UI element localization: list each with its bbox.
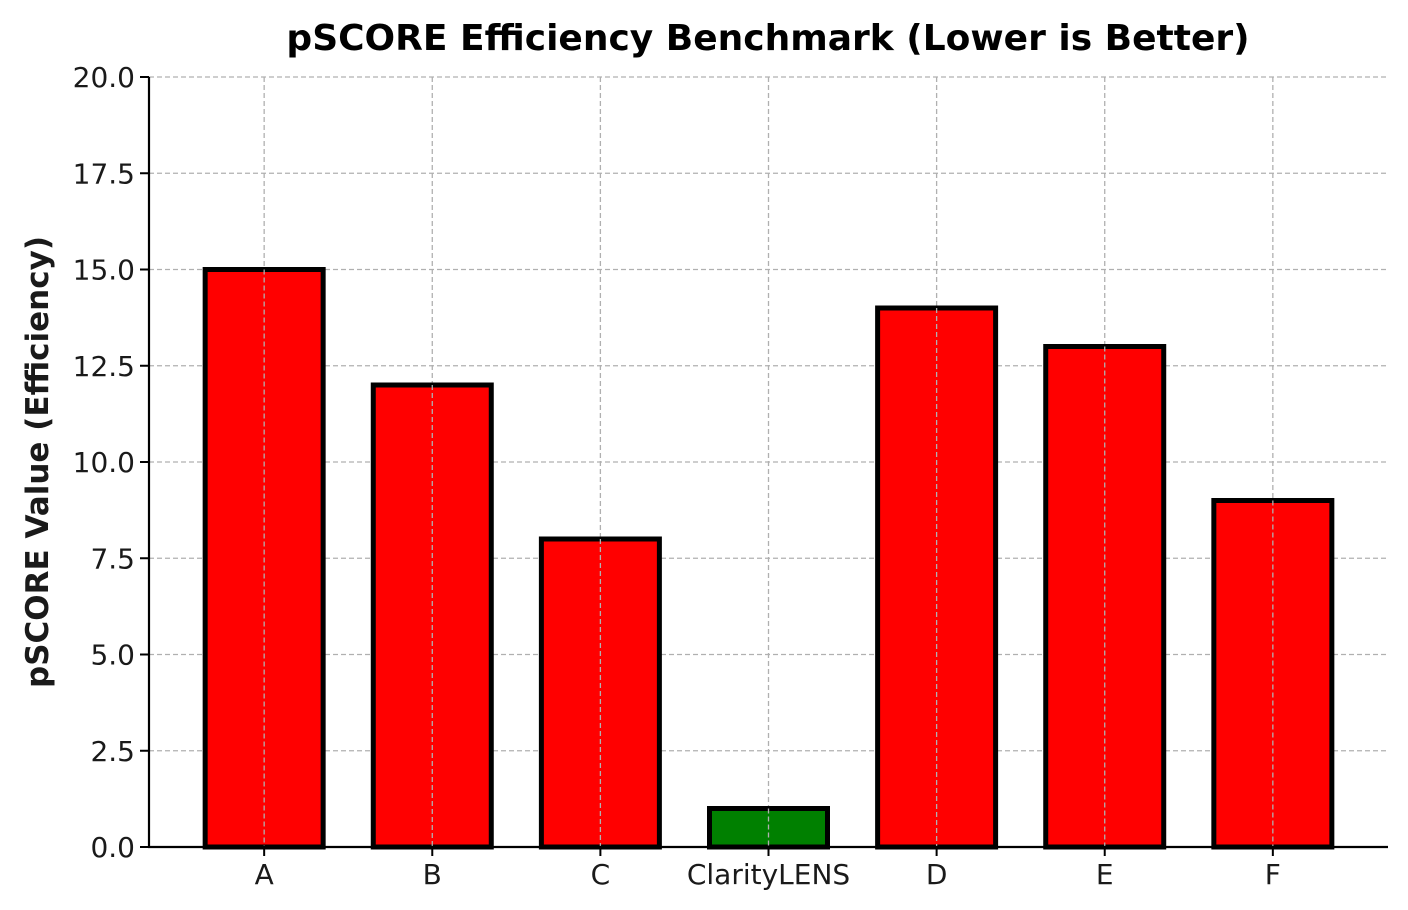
y-tick-label: 10.0 bbox=[73, 446, 135, 479]
y-tick-label: 5.0 bbox=[90, 639, 135, 672]
y-tick-label: 7.5 bbox=[90, 542, 135, 575]
grid-overlay bbox=[263, 269, 1274, 847]
chart-title: pSCORE Efficiency Benchmark (Lower is Be… bbox=[286, 18, 1249, 59]
y-tick-label: 0.0 bbox=[90, 831, 135, 864]
x-tick-label: E bbox=[1096, 858, 1114, 891]
x-tick-label: B bbox=[423, 858, 442, 891]
y-tick-label: 15.0 bbox=[73, 254, 135, 287]
y-ticks: 0.0 2.5 5.0 7.5 10.0 12.5 15.0 17.5 20.0 bbox=[73, 61, 149, 864]
x-tick-label: ClarityLENS bbox=[687, 858, 850, 891]
x-tick-label: D bbox=[926, 858, 948, 891]
x-tick-label: F bbox=[1265, 858, 1281, 891]
y-axis-label: pSCORE Value (Efficiency) bbox=[20, 236, 56, 688]
y-tick-label: 20.0 bbox=[73, 61, 135, 94]
y-tick-label: 2.5 bbox=[90, 735, 135, 768]
y-tick-label: 17.5 bbox=[73, 157, 135, 190]
grid bbox=[149, 76, 1388, 848]
x-ticks: A B C ClarityLENS D E F bbox=[255, 847, 1281, 891]
x-tick-label: C bbox=[591, 858, 611, 891]
y-tick-label: 12.5 bbox=[73, 350, 135, 383]
x-tick-label: A bbox=[255, 858, 274, 891]
